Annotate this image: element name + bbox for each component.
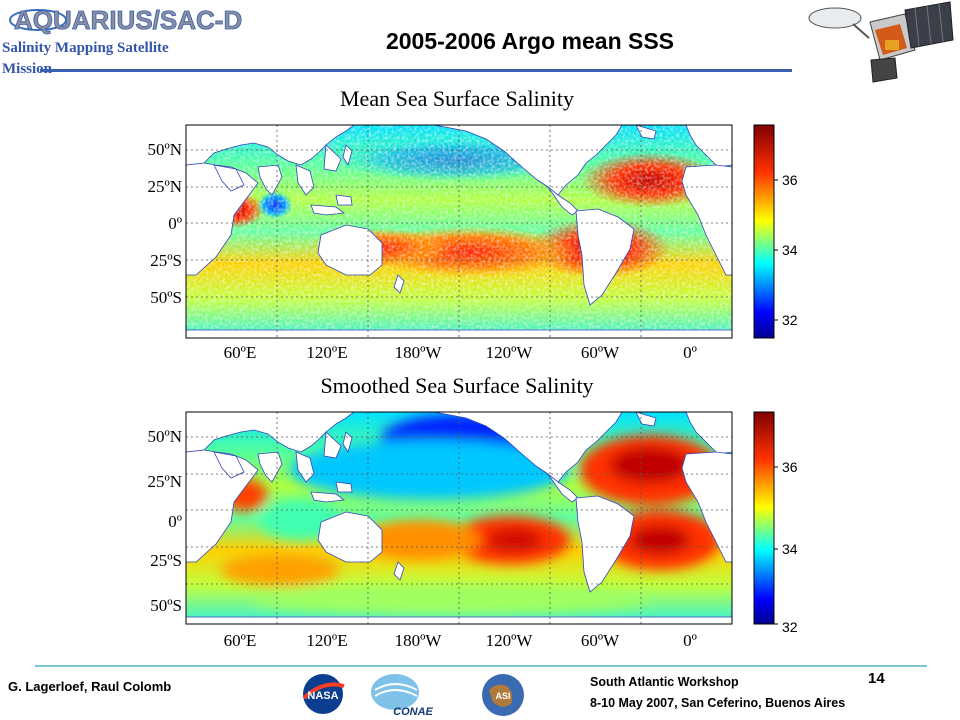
top-ytick-50n: 50ºN: [147, 140, 182, 159]
bottom-xtick-120e: 120ºE: [306, 631, 347, 650]
bottom-xtick-120w: 120ºW: [486, 631, 534, 650]
top-xtick-60e: 60ºE: [224, 343, 257, 362]
bottom-ytick-50s: 50ºS: [150, 596, 182, 615]
footer-workshop: South Atlantic Workshop: [590, 675, 739, 689]
bottom-xtick-0: 0º: [683, 631, 697, 650]
slide-title: 2005-2006 Argo mean SSS: [385, 28, 675, 54]
top-map-title: Mean Sea Surface Salinity: [340, 86, 574, 111]
top-cb-tick-34: 34: [782, 242, 798, 258]
bottom-xtick-60e: 60ºE: [224, 631, 257, 650]
satellite-icon: [808, 1, 954, 83]
conae-logo: CONAE: [371, 674, 434, 718]
top-xtick-120w: 120ºW: [486, 343, 534, 362]
top-ytick-25s: 25ºS: [150, 251, 182, 270]
top-cb-tick-32: 32: [782, 312, 798, 328]
footer-dates-location: 8-10 May 2007, San Ceferino, Buenos Aire…: [590, 696, 846, 710]
top-ytick-0: 0º: [168, 214, 182, 233]
asi-logo-text: ASI: [495, 691, 510, 701]
nasa-logo-text: NASA: [307, 690, 338, 702]
top-xtick-180w: 180ºW: [395, 343, 443, 362]
bottom-map-frame: [185, 411, 733, 625]
top-colorbar: [753, 124, 775, 339]
bottom-cb-tick-32: 32: [782, 619, 798, 635]
mission-line-1: Salinity Mapping Satellite: [2, 40, 169, 56]
mission-line-2: Mission: [2, 61, 53, 77]
top-ytick-25n: 25ºN: [147, 177, 182, 196]
bottom-colorbar: [753, 411, 775, 625]
top-xtick-60w: 60ºW: [581, 343, 620, 362]
bottom-ytick-50n: 50ºN: [147, 427, 182, 446]
top-ytick-50s: 50ºS: [150, 288, 182, 307]
bottom-ytick-0: 0º: [168, 512, 182, 531]
page-number: 14: [868, 670, 885, 687]
asi-logo: ASI: [482, 674, 524, 716]
salinity-maps: Mean Sea Surface Salinity 50ºN 25ºN 0º 2…: [147, 86, 798, 650]
title-divider: [40, 69, 792, 72]
logo-text: AQUARIUS/SAC-D: [14, 5, 242, 35]
bottom-ytick-25n: 25ºN: [147, 472, 182, 491]
bottom-cb-tick-36: 36: [782, 459, 798, 475]
nasa-logo: NASA: [302, 674, 345, 714]
top-xtick-0: 0º: [683, 343, 697, 362]
top-map-field: [186, 125, 732, 338]
footer-author: G. Lagerloef, Raul Colomb: [8, 679, 172, 694]
conae-logo-text: CONAE: [393, 706, 433, 718]
bottom-map-field: [186, 412, 732, 624]
mission-subtitle: Salinity Mapping Satellite Mission: [2, 38, 252, 80]
bottom-map-title: Smoothed Sea Surface Salinity: [320, 373, 593, 398]
top-map-frame: [185, 124, 733, 339]
aquarius-sacd-logo: AQUARIUS/SAC-D: [9, 5, 243, 35]
bottom-xtick-180w: 180ºW: [395, 631, 443, 650]
bottom-ytick-25s: 25ºS: [150, 551, 182, 570]
footer-divider: [35, 665, 927, 667]
bottom-xtick-60w: 60ºW: [581, 631, 620, 650]
top-xtick-120e: 120ºE: [306, 343, 347, 362]
top-cb-tick-36: 36: [782, 172, 798, 188]
bottom-cb-tick-34: 34: [782, 541, 798, 557]
